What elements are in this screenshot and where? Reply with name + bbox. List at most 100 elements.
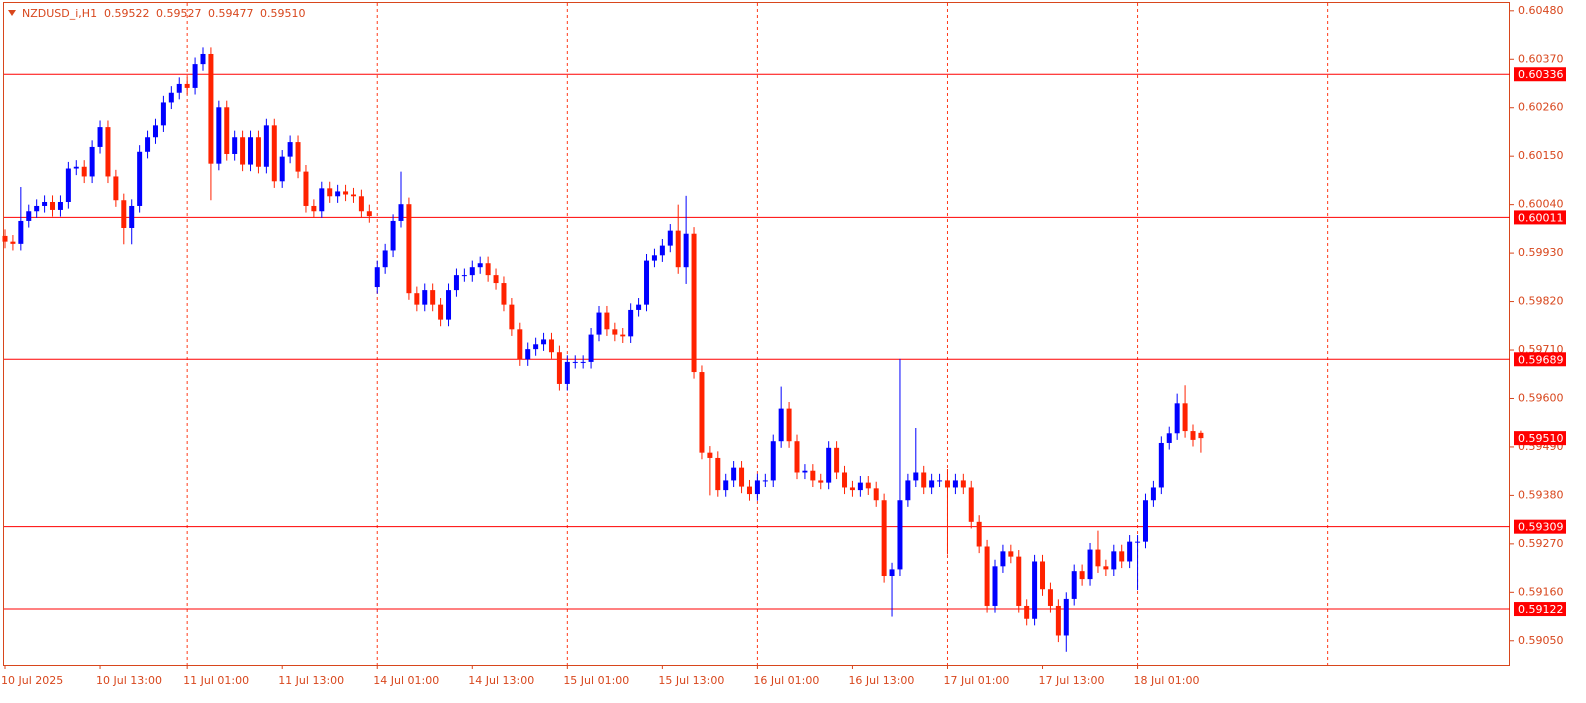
candle-body — [1182, 403, 1188, 432]
candle-body — [501, 283, 507, 305]
candle-body — [414, 293, 420, 305]
candle-body — [453, 275, 459, 291]
y-tick-label: 0.60480 — [1518, 4, 1564, 17]
y-tick-label: 0.60150 — [1518, 149, 1564, 162]
candle-body — [263, 125, 269, 167]
candle-body — [778, 408, 784, 442]
candle-body — [1198, 432, 1204, 439]
candle-body — [485, 263, 491, 276]
candle-body — [905, 480, 911, 501]
candle-body — [628, 309, 634, 337]
candle-body — [271, 125, 277, 182]
candle-body — [10, 241, 16, 244]
candle-body — [976, 521, 982, 547]
header-low: 0.59477 — [208, 7, 254, 20]
candle-body — [612, 329, 618, 335]
candle-body — [168, 92, 174, 103]
candle-body — [327, 188, 333, 197]
day-separators — [186, 3, 1329, 665]
candle-body — [295, 142, 301, 172]
candle-body — [810, 470, 816, 481]
candle-body — [26, 211, 32, 221]
candle-body — [248, 137, 254, 165]
candle-body — [65, 168, 71, 203]
x-tick-label: 16 Jul 01:00 — [753, 674, 819, 687]
candle-body — [984, 546, 990, 606]
candle-body — [802, 470, 808, 473]
candle-body — [2, 235, 8, 242]
candle-body — [34, 205, 40, 212]
candle-body — [968, 487, 974, 522]
candle-body — [517, 329, 523, 360]
candle-body — [350, 194, 356, 197]
candle-body — [81, 166, 87, 177]
candle-body — [176, 83, 182, 93]
candle-body — [1047, 589, 1053, 606]
candle-body — [715, 457, 721, 491]
x-tick-label: 14 Jul 13:00 — [468, 674, 534, 687]
x-tick-label: 11 Jul 01:00 — [183, 674, 249, 687]
candle-body — [1071, 571, 1077, 599]
candle-body — [200, 53, 206, 65]
x-tick-label: 18 Jul 01:00 — [1134, 674, 1200, 687]
candle-body — [881, 500, 887, 577]
x-tick-label: 14 Jul 01:00 — [373, 674, 439, 687]
y-tick-label: 0.59380 — [1518, 488, 1564, 501]
candle-body — [913, 472, 919, 481]
candle-body — [232, 137, 238, 154]
candle-body — [849, 487, 855, 491]
candle-body — [1040, 561, 1046, 590]
level-label: 0.59309 — [1518, 521, 1564, 534]
candle-body — [97, 127, 103, 147]
candle-body — [152, 125, 158, 138]
candle-body — [208, 53, 214, 164]
candle-body — [438, 304, 444, 320]
level-box — [1514, 519, 1566, 534]
candle-body — [842, 472, 848, 488]
candle-body — [358, 196, 364, 212]
candle-body — [1190, 431, 1196, 440]
y-tick-label: 0.59050 — [1518, 634, 1564, 647]
candle-body — [857, 482, 863, 491]
y-tick-label: 0.59270 — [1518, 537, 1564, 550]
candle-body — [105, 127, 111, 177]
candle-body — [145, 137, 151, 152]
current-price-label: 0.59510 — [1518, 432, 1564, 445]
candle-body — [1087, 549, 1093, 580]
header-close: 0.59510 — [260, 7, 306, 20]
candle-body — [541, 339, 547, 345]
candle-body — [651, 255, 657, 261]
candle-body — [406, 204, 412, 294]
candle-body — [1063, 598, 1069, 636]
y-tick-label: 0.59600 — [1518, 391, 1564, 404]
y-tick-label: 0.59930 — [1518, 246, 1564, 259]
candle-body — [422, 290, 428, 305]
candle-body — [1127, 541, 1133, 562]
header-high: 0.59527 — [156, 7, 202, 20]
candle-body — [192, 64, 198, 88]
header-icon — [8, 10, 16, 16]
candle-body — [50, 202, 56, 210]
candle-body — [319, 188, 325, 212]
level-box — [1514, 210, 1566, 225]
y-tick-label: 0.59160 — [1518, 585, 1564, 598]
candle-body — [335, 191, 341, 197]
symbol: NZDUSD_i,H1 — [22, 7, 97, 20]
candle-body — [588, 334, 594, 362]
candle-body — [723, 480, 729, 491]
candle-body — [446, 290, 452, 320]
level-label: 0.60336 — [1518, 68, 1564, 81]
candle-body — [137, 151, 143, 206]
y-tick-label: 0.60370 — [1518, 52, 1564, 65]
candle-body — [1095, 549, 1101, 567]
candle-body — [89, 146, 95, 177]
candle-body — [604, 312, 610, 330]
candle-body — [311, 205, 317, 212]
candle-body — [826, 447, 832, 483]
x-tick-label: 16 Jul 13:00 — [848, 674, 914, 687]
candle-body — [216, 107, 222, 164]
candle-body — [1000, 551, 1006, 567]
candle-body — [160, 102, 166, 126]
x-tick-label: 15 Jul 01:00 — [563, 674, 629, 687]
